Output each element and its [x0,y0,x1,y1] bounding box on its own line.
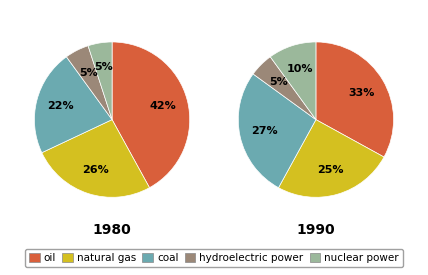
Title: 1990: 1990 [297,224,335,237]
Text: 5%: 5% [269,77,288,87]
Text: 27%: 27% [251,126,278,136]
Text: 42%: 42% [150,101,177,111]
Text: 26%: 26% [82,165,109,175]
Wedge shape [42,120,149,197]
Text: 22%: 22% [48,101,74,111]
Wedge shape [34,57,112,153]
Text: 10%: 10% [286,64,313,75]
Legend: oil, natural gas, coal, hydroelectric power, nuclear power: oil, natural gas, coal, hydroelectric po… [25,249,403,267]
Wedge shape [66,46,112,120]
Wedge shape [238,74,316,188]
Text: 5%: 5% [95,62,113,73]
Wedge shape [279,120,384,197]
Wedge shape [270,42,316,120]
Wedge shape [112,42,190,188]
Wedge shape [88,42,112,120]
Text: 33%: 33% [348,88,374,98]
Wedge shape [316,42,394,157]
Text: 5%: 5% [79,68,98,78]
Text: 25%: 25% [318,165,344,175]
Title: 1980: 1980 [93,224,131,237]
Wedge shape [253,57,316,120]
